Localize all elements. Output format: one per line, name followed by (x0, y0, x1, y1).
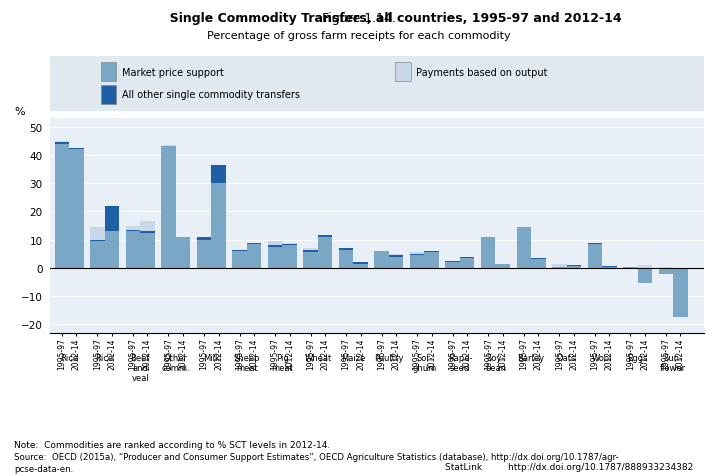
Text: Rice: Rice (60, 353, 78, 362)
Bar (303, 253, 318, 268)
Text: Oats: Oats (557, 353, 577, 362)
Text: Maize: Maize (341, 353, 365, 362)
Bar (389, 257, 404, 268)
Text: Rice: Rice (95, 353, 113, 362)
Bar (445, 261, 460, 263)
Text: Beef
and
veal: Beef and veal (131, 353, 150, 383)
Text: Barley: Barley (518, 353, 544, 362)
Bar (69, 149, 84, 150)
Bar (211, 166, 225, 184)
Text: StatLink         http://dx.doi.org/10.1787/888933234382: StatLink http://dx.doi.org/10.1787/88893… (445, 462, 694, 471)
Bar (516, 228, 531, 268)
Text: Soy-
bean: Soy- bean (485, 353, 506, 372)
Bar (552, 264, 567, 267)
Text: Poultry: Poultry (374, 353, 404, 362)
Bar (318, 238, 332, 268)
Bar (658, 267, 673, 268)
Text: Wheat: Wheat (304, 353, 332, 362)
Text: Figure 1.14.: Figure 1.14. (322, 12, 396, 25)
Bar (90, 228, 105, 240)
Text: Sheep
meat: Sheep meat (233, 353, 260, 372)
Bar (638, 268, 652, 284)
Bar (587, 244, 602, 268)
Bar (105, 207, 119, 232)
Bar (282, 244, 297, 246)
Bar (140, 233, 154, 268)
Bar (353, 264, 368, 268)
Bar (410, 256, 424, 268)
Bar (339, 250, 353, 268)
Text: Other
comm.: Other comm. (162, 353, 190, 372)
Bar (460, 258, 475, 268)
Bar (55, 141, 69, 143)
Bar (353, 263, 368, 264)
Bar (495, 264, 510, 268)
Text: Sor-
ghum: Sor- ghum (412, 353, 437, 372)
Bar (140, 222, 154, 232)
Bar (90, 240, 105, 242)
Text: Market price support: Market price support (122, 68, 224, 77)
Bar (232, 251, 247, 268)
Bar (197, 240, 211, 268)
Bar (268, 242, 282, 246)
Bar (531, 258, 546, 260)
Bar (282, 243, 297, 244)
Bar (424, 253, 439, 268)
Text: Sun-
flower: Sun- flower (660, 353, 686, 372)
Bar (282, 246, 297, 268)
Bar (268, 247, 282, 268)
Bar (197, 238, 211, 240)
Bar (389, 254, 404, 256)
Bar (567, 266, 581, 268)
Bar (247, 243, 261, 244)
Text: Eggs: Eggs (628, 353, 648, 362)
Text: Milk: Milk (202, 353, 220, 362)
Bar (162, 147, 176, 268)
Bar (658, 268, 673, 274)
Bar (303, 250, 318, 253)
Bar (176, 238, 190, 268)
Text: All other single commodity transfers: All other single commodity transfers (122, 90, 300, 100)
Bar (303, 248, 318, 250)
Text: %: % (14, 107, 25, 117)
Text: Pig
meat: Pig meat (271, 353, 293, 372)
Text: Payments based on output: Payments based on output (416, 68, 548, 77)
Bar (247, 244, 261, 268)
Bar (268, 246, 282, 247)
Bar (638, 266, 652, 268)
Bar (424, 251, 439, 253)
Text: Rape-
seed: Rape- seed (448, 353, 472, 372)
Bar (410, 254, 424, 256)
Bar (211, 184, 225, 268)
Text: Note:  Commodities are ranked according to % SCT levels in 2012-14.: Note: Commodities are ranked according t… (14, 440, 330, 449)
Bar (162, 146, 176, 147)
Bar (126, 226, 140, 230)
Bar (552, 267, 567, 268)
Text: Single Commodity Transfers, all countries, 1995-97 and 2012-14: Single Commodity Transfers, all countrie… (96, 12, 622, 25)
Bar (318, 236, 332, 238)
Text: Source:  OECD (2015a), “Producer and Consumer Support Estimates”, OECD Agricultu: Source: OECD (2015a), “Producer and Cons… (14, 452, 619, 473)
Bar (410, 253, 424, 254)
Bar (126, 230, 140, 232)
Bar (374, 251, 389, 268)
Bar (55, 144, 69, 268)
Text: Percentage of gross farm receipts for each commodity: Percentage of gross farm receipts for ea… (208, 31, 510, 41)
Bar (460, 257, 475, 258)
Text: Wool: Wool (592, 353, 612, 362)
Bar (445, 263, 460, 268)
Bar (126, 232, 140, 268)
Bar (90, 242, 105, 268)
Bar (531, 260, 546, 268)
Bar (602, 267, 617, 268)
Bar (481, 238, 495, 268)
Bar (69, 150, 84, 268)
Bar (339, 248, 353, 250)
Bar (673, 268, 688, 317)
Bar (105, 232, 119, 268)
Bar (140, 232, 154, 233)
Bar (389, 256, 404, 257)
Bar (55, 143, 69, 144)
